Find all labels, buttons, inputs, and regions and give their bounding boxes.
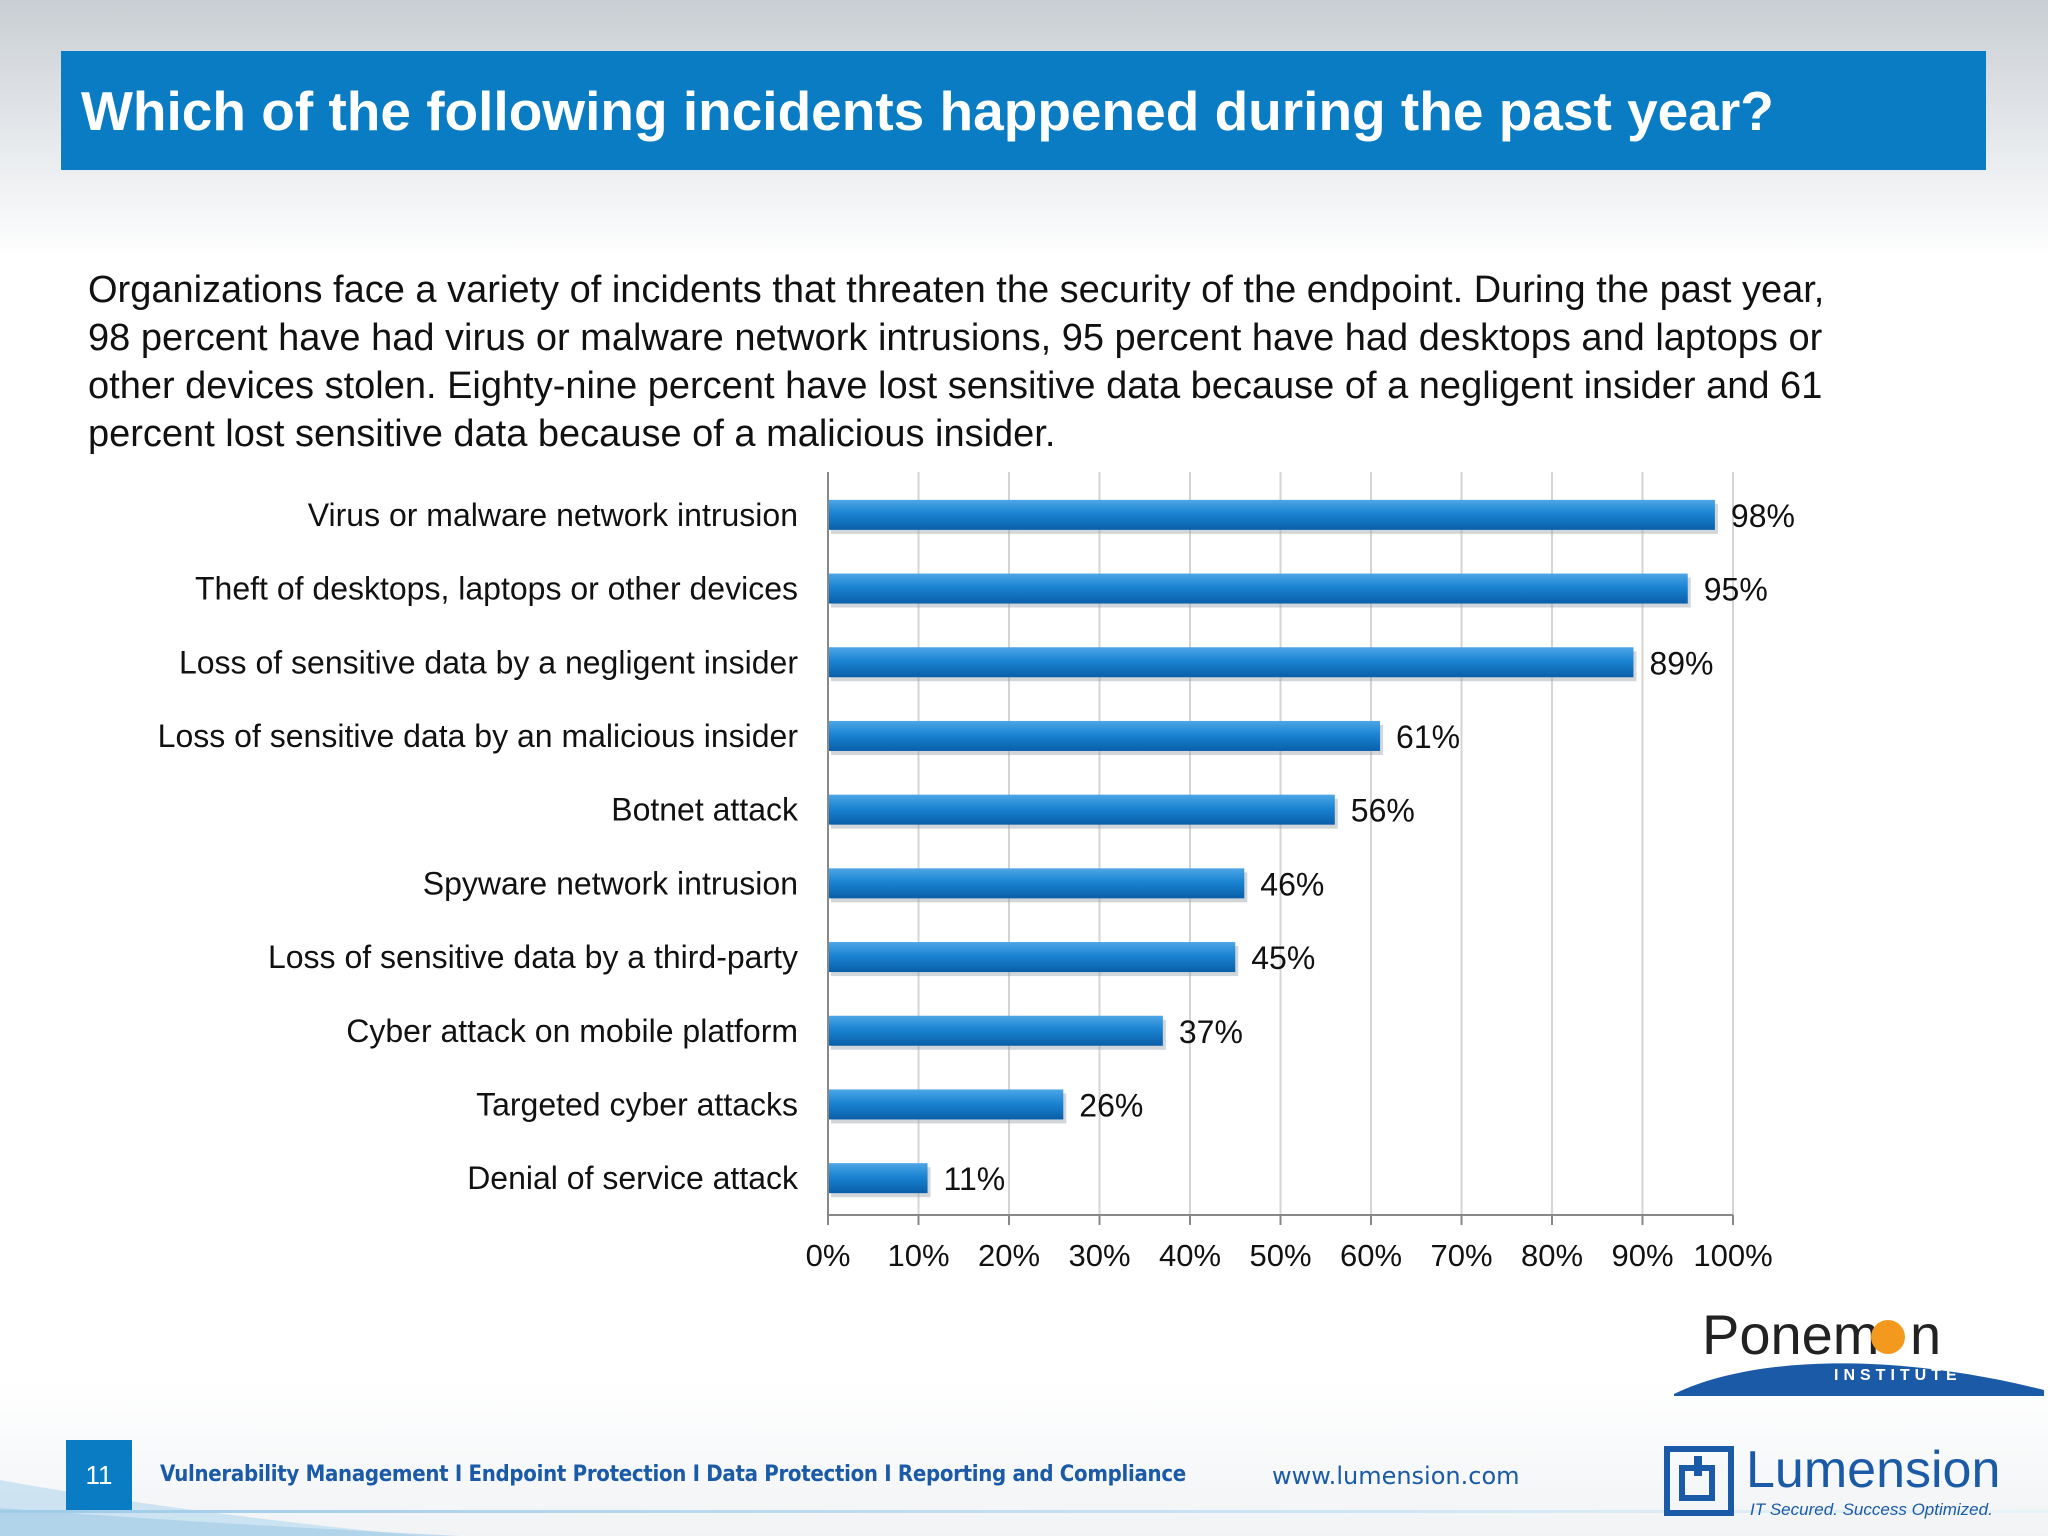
ponemon-name: Ponem <box>1702 1303 1879 1366</box>
footer-swoosh <box>0 1480 460 1536</box>
ponemon-institute: INSTITUTE <box>1834 1367 1962 1384</box>
x-tick-label: 10% <box>887 1238 949 1273</box>
x-tick-label: 80% <box>1521 1238 1583 1273</box>
footer-url-link[interactable]: www.lumension.com <box>1272 1462 1520 1490</box>
bar <box>828 1163 928 1194</box>
bar <box>828 499 1715 530</box>
category-label: Loss of sensitive data by an malicious i… <box>158 718 799 754</box>
description-text: Organizations face a variety of incident… <box>88 269 1825 455</box>
category-label: Loss of sensitive data by a third-party <box>268 939 798 975</box>
page-number: 11 <box>66 1440 132 1510</box>
bar <box>828 1015 1163 1046</box>
footer-tagline: Vulnerability Management I Endpoint Prot… <box>160 1462 1186 1487</box>
lumension-mark-icon <box>1664 1446 1734 1516</box>
x-tick-label: 50% <box>1249 1238 1311 1273</box>
ponemon-swoosh <box>1674 1363 2044 1396</box>
slide-title: Which of the following incidents happene… <box>81 79 1774 142</box>
category-label: Spyware network intrusion <box>423 865 798 901</box>
lumension-logo: Lumension IT Secured. Success Optimized. <box>1664 1440 2034 1530</box>
category-label: Denial of service attack <box>467 1160 799 1196</box>
x-tick-label: 30% <box>1068 1238 1130 1273</box>
x-tick-label: 100% <box>1693 1238 1772 1273</box>
bar-value-label: 56% <box>1351 793 1415 829</box>
bar <box>828 720 1381 751</box>
x-tick-label: 90% <box>1611 1238 1673 1273</box>
category-labels: Virus or malware network intrusion Theft … <box>158 497 799 1196</box>
x-tick-label: 20% <box>978 1238 1040 1273</box>
x-tick-label: 0% <box>806 1238 851 1273</box>
footer-divider <box>0 1510 2048 1513</box>
ponemon-name-end: n <box>1910 1303 1941 1366</box>
x-tick-label: 40% <box>1159 1238 1221 1273</box>
x-axis: 0% 10% 20% 30% 40% 50% 60% 70% 80% 90% 100% <box>806 472 1773 1273</box>
title-banner: Which of the following incidents happene… <box>61 51 1986 170</box>
bar-value-label: 61% <box>1396 719 1460 755</box>
category-label: Loss of sensitive data by a negligent in… <box>179 644 798 680</box>
category-label: Botnet attack <box>611 792 799 828</box>
bar-value-label: 45% <box>1251 940 1315 976</box>
bars: 98% 95% 89% 61% 56% 46% 45% 37% 26% 11% <box>828 498 1795 1198</box>
bar-value-label: 26% <box>1079 1087 1143 1123</box>
bar-value-label: 95% <box>1704 572 1768 608</box>
bar <box>828 573 1688 604</box>
incidents-bar-chart: 98% 95% 89% 61% 56% 46% 45% 37% 26% 11% 0% 10% 20% 3… <box>158 472 1795 1273</box>
ponemon-orange-dot <box>1871 1320 1905 1354</box>
bar-value-label: 46% <box>1260 866 1324 902</box>
bar <box>828 794 1335 825</box>
category-label: Theft of desktops, laptops or other devi… <box>195 571 798 607</box>
category-label: Targeted cyber attacks <box>476 1086 798 1122</box>
x-tick-label: 70% <box>1430 1238 1492 1273</box>
bar <box>828 868 1245 899</box>
lumension-name: Lumension <box>1746 1441 2001 1499</box>
lumension-tagline: IT Secured. Success Optimized. <box>1750 1500 1993 1519</box>
bar-value-label: 37% <box>1179 1014 1243 1050</box>
bar <box>828 942 1236 973</box>
category-label: Virus or malware network intrusion <box>308 497 798 533</box>
bar <box>828 647 1634 678</box>
bar-value-label: 98% <box>1731 498 1795 534</box>
x-tick-label: 60% <box>1340 1238 1402 1273</box>
bar <box>828 1089 1064 1120</box>
bar-value-label: 89% <box>1649 645 1713 681</box>
category-label: Cyber attack on mobile platform <box>346 1013 798 1049</box>
ponemon-logo: Ponem n INSTITUTE <box>1674 1303 2044 1396</box>
bar-value-label: 11% <box>944 1161 1006 1197</box>
